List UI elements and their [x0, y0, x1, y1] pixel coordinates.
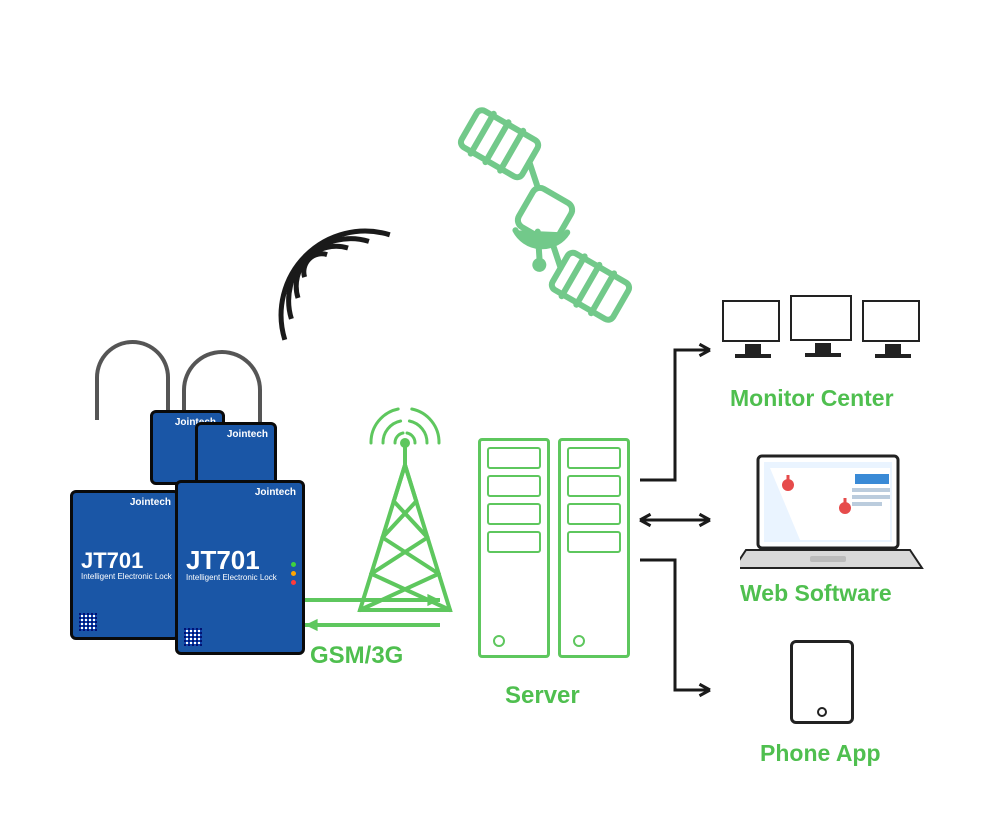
- server-slot: [487, 447, 541, 469]
- server-slot: [487, 503, 541, 525]
- device-subtitle: Intelligent Electronic Lock: [73, 572, 177, 582]
- device-model: JT701: [73, 550, 177, 572]
- device-brand: Jointech: [198, 425, 274, 440]
- tablet-icon: [790, 640, 854, 724]
- server-slot: [487, 475, 541, 497]
- qr-code-icon: [79, 613, 97, 631]
- laptop-icon: [740, 450, 905, 560]
- home-button-icon: [817, 707, 827, 717]
- monitor-icon: [790, 295, 852, 341]
- phone-app-label: Phone App: [760, 740, 881, 767]
- lock-device-large-back: Jointech JT701 Intelligent Electronic Lo…: [70, 490, 180, 640]
- server-power-icon: [493, 635, 505, 647]
- lock-shackle: [95, 340, 170, 420]
- server-slot: [487, 531, 541, 553]
- device-model: JT701: [178, 547, 302, 573]
- web-software-label: Web Software: [740, 580, 892, 607]
- monitor-center-label: Monitor Center: [730, 385, 894, 412]
- monitor-icon: [722, 300, 780, 342]
- server-slot: [567, 503, 621, 525]
- server-power-icon: [573, 635, 585, 647]
- device-brand: Jointech: [73, 493, 177, 508]
- gsm-label: GSM/3G: [310, 642, 403, 670]
- device-brand: Jointech: [178, 483, 302, 498]
- device-subtitle: Intelligent Electronic Lock: [178, 573, 302, 583]
- device-leds: [291, 562, 296, 589]
- qr-code-icon: [184, 628, 202, 646]
- server-slot: [567, 531, 621, 553]
- server-rack: [478, 438, 550, 658]
- lock-device-large-front: Jointech JT701 Intelligent Electronic Lo…: [175, 480, 305, 655]
- server-slot: [567, 475, 621, 497]
- server-rack: [558, 438, 630, 658]
- server-slot: [567, 447, 621, 469]
- monitor-icon: [862, 300, 920, 342]
- server-label: Server: [505, 682, 580, 710]
